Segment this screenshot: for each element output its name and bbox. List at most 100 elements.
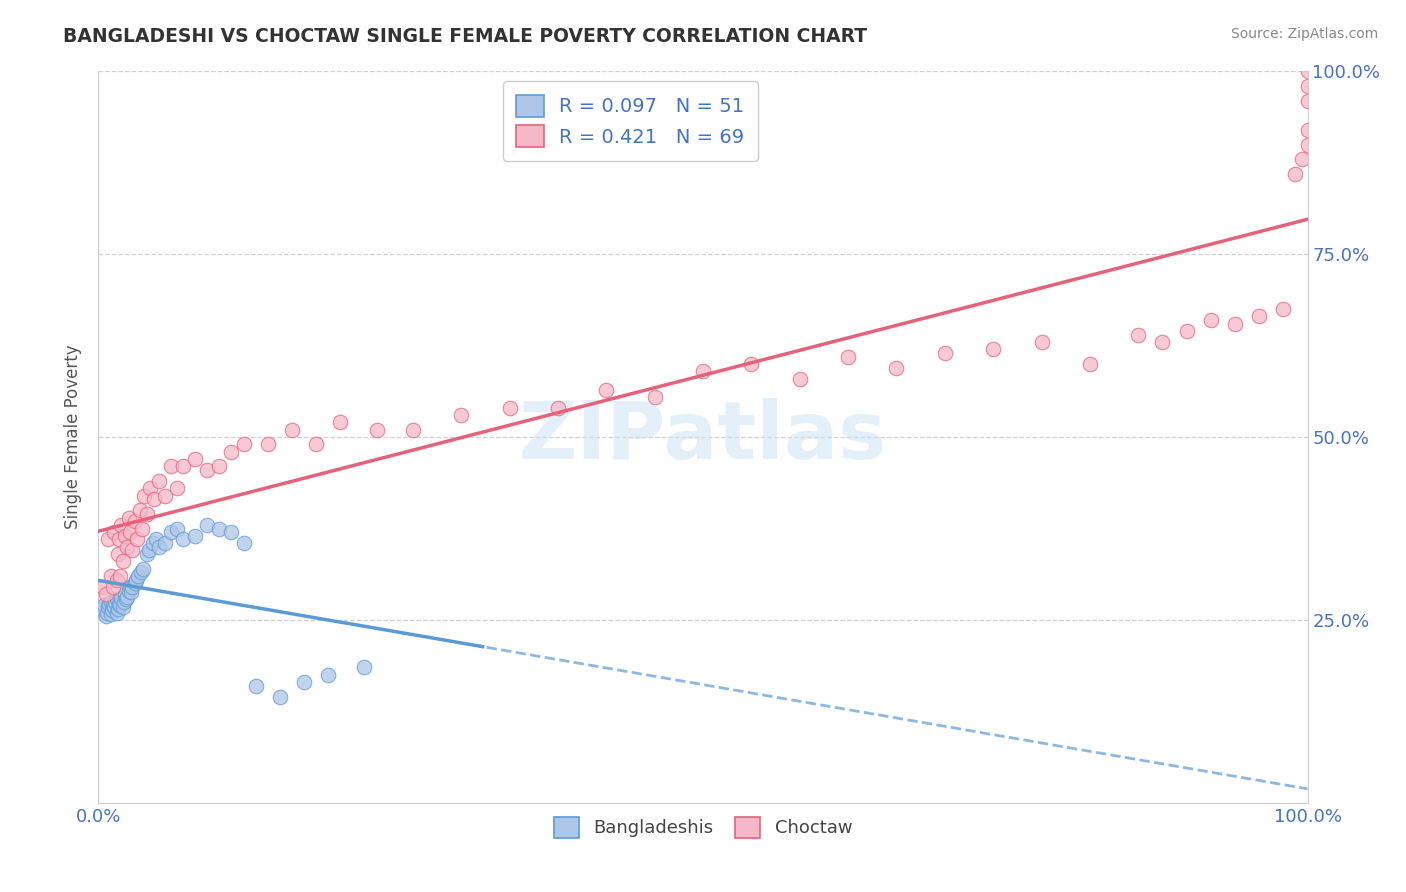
Point	[135, 547, 157, 561]
Point	[153, 489, 176, 503]
Point	[595, 383, 617, 397]
Point	[232, 536, 254, 550]
Point	[366, 423, 388, 437]
Text: BANGLADESHI VS CHOCTAW SINGLE FEMALE POVERTY CORRELATION CHART: BANGLADESHI VS CHOCTAW SINGLE FEMALE POV…	[63, 27, 868, 45]
Point	[208, 521, 231, 535]
Point	[1296, 123, 1319, 137]
Point	[118, 510, 141, 524]
Point	[1078, 357, 1101, 371]
Point	[143, 492, 166, 507]
Point	[100, 569, 122, 583]
Point	[1296, 64, 1319, 78]
Point	[108, 569, 131, 583]
Point	[121, 543, 143, 558]
Point	[145, 533, 167, 547]
Point	[118, 525, 141, 540]
Point	[107, 547, 129, 561]
Point	[94, 587, 117, 601]
Point	[256, 437, 278, 451]
Point	[138, 543, 160, 558]
Point	[110, 517, 132, 532]
Legend: Bangladeshis, Choctaw: Bangladeshis, Choctaw	[547, 810, 859, 845]
Point	[172, 459, 194, 474]
Point	[108, 533, 131, 547]
Point	[105, 606, 128, 620]
Point	[111, 554, 134, 568]
Point	[94, 609, 117, 624]
Point	[97, 533, 120, 547]
Point	[127, 533, 149, 547]
Point	[547, 401, 569, 415]
Point	[135, 507, 157, 521]
Point	[837, 350, 859, 364]
Point	[118, 583, 141, 598]
Point	[886, 360, 908, 375]
Point	[103, 599, 125, 614]
Point	[166, 481, 188, 495]
Point	[1272, 301, 1295, 317]
Point	[127, 569, 149, 583]
Point	[184, 529, 207, 543]
Point	[153, 536, 176, 550]
Point	[195, 517, 218, 532]
Point	[221, 444, 243, 458]
Point	[740, 357, 762, 371]
Point	[91, 602, 114, 616]
Point	[644, 390, 666, 404]
Point	[125, 573, 148, 587]
Point	[316, 667, 339, 681]
Point	[120, 585, 142, 599]
Point	[108, 599, 131, 613]
Point	[112, 594, 135, 608]
Point	[114, 587, 136, 601]
Point	[269, 690, 291, 704]
Point	[934, 346, 956, 360]
Point	[1249, 310, 1271, 324]
Point	[245, 679, 267, 693]
Point	[208, 459, 231, 474]
Point	[221, 525, 243, 540]
Point	[160, 525, 183, 540]
Point	[96, 606, 118, 620]
Point	[97, 599, 120, 614]
Point	[1223, 317, 1246, 331]
Point	[1291, 152, 1313, 166]
Point	[103, 525, 125, 540]
Point	[108, 597, 131, 611]
Point	[160, 459, 183, 474]
Point	[128, 503, 150, 517]
Point	[111, 599, 134, 614]
Point	[107, 602, 129, 616]
Point	[121, 580, 143, 594]
Point	[129, 566, 152, 580]
Point	[1152, 334, 1174, 349]
Point	[124, 514, 146, 528]
Point	[91, 580, 114, 594]
Point	[1284, 167, 1306, 181]
Point	[110, 591, 132, 605]
Point	[281, 423, 304, 437]
Point	[148, 474, 170, 488]
Point	[166, 521, 188, 535]
Point	[134, 489, 156, 503]
Point	[100, 594, 122, 608]
Point	[195, 463, 218, 477]
Point	[1128, 327, 1150, 342]
Point	[101, 599, 124, 613]
Y-axis label: Single Female Poverty: Single Female Poverty	[65, 345, 83, 529]
Point	[114, 529, 136, 543]
Point	[450, 408, 472, 422]
Text: ZIPatlas: ZIPatlas	[519, 398, 887, 476]
Point	[93, 599, 115, 613]
Point	[131, 521, 153, 535]
Point	[1175, 324, 1198, 338]
Point	[118, 580, 141, 594]
Point	[117, 540, 139, 554]
Point	[498, 401, 520, 415]
Point	[305, 437, 328, 451]
Point	[100, 607, 122, 621]
Point	[981, 343, 1004, 357]
Point	[105, 573, 128, 587]
Point	[1296, 94, 1319, 108]
Point	[117, 590, 139, 604]
